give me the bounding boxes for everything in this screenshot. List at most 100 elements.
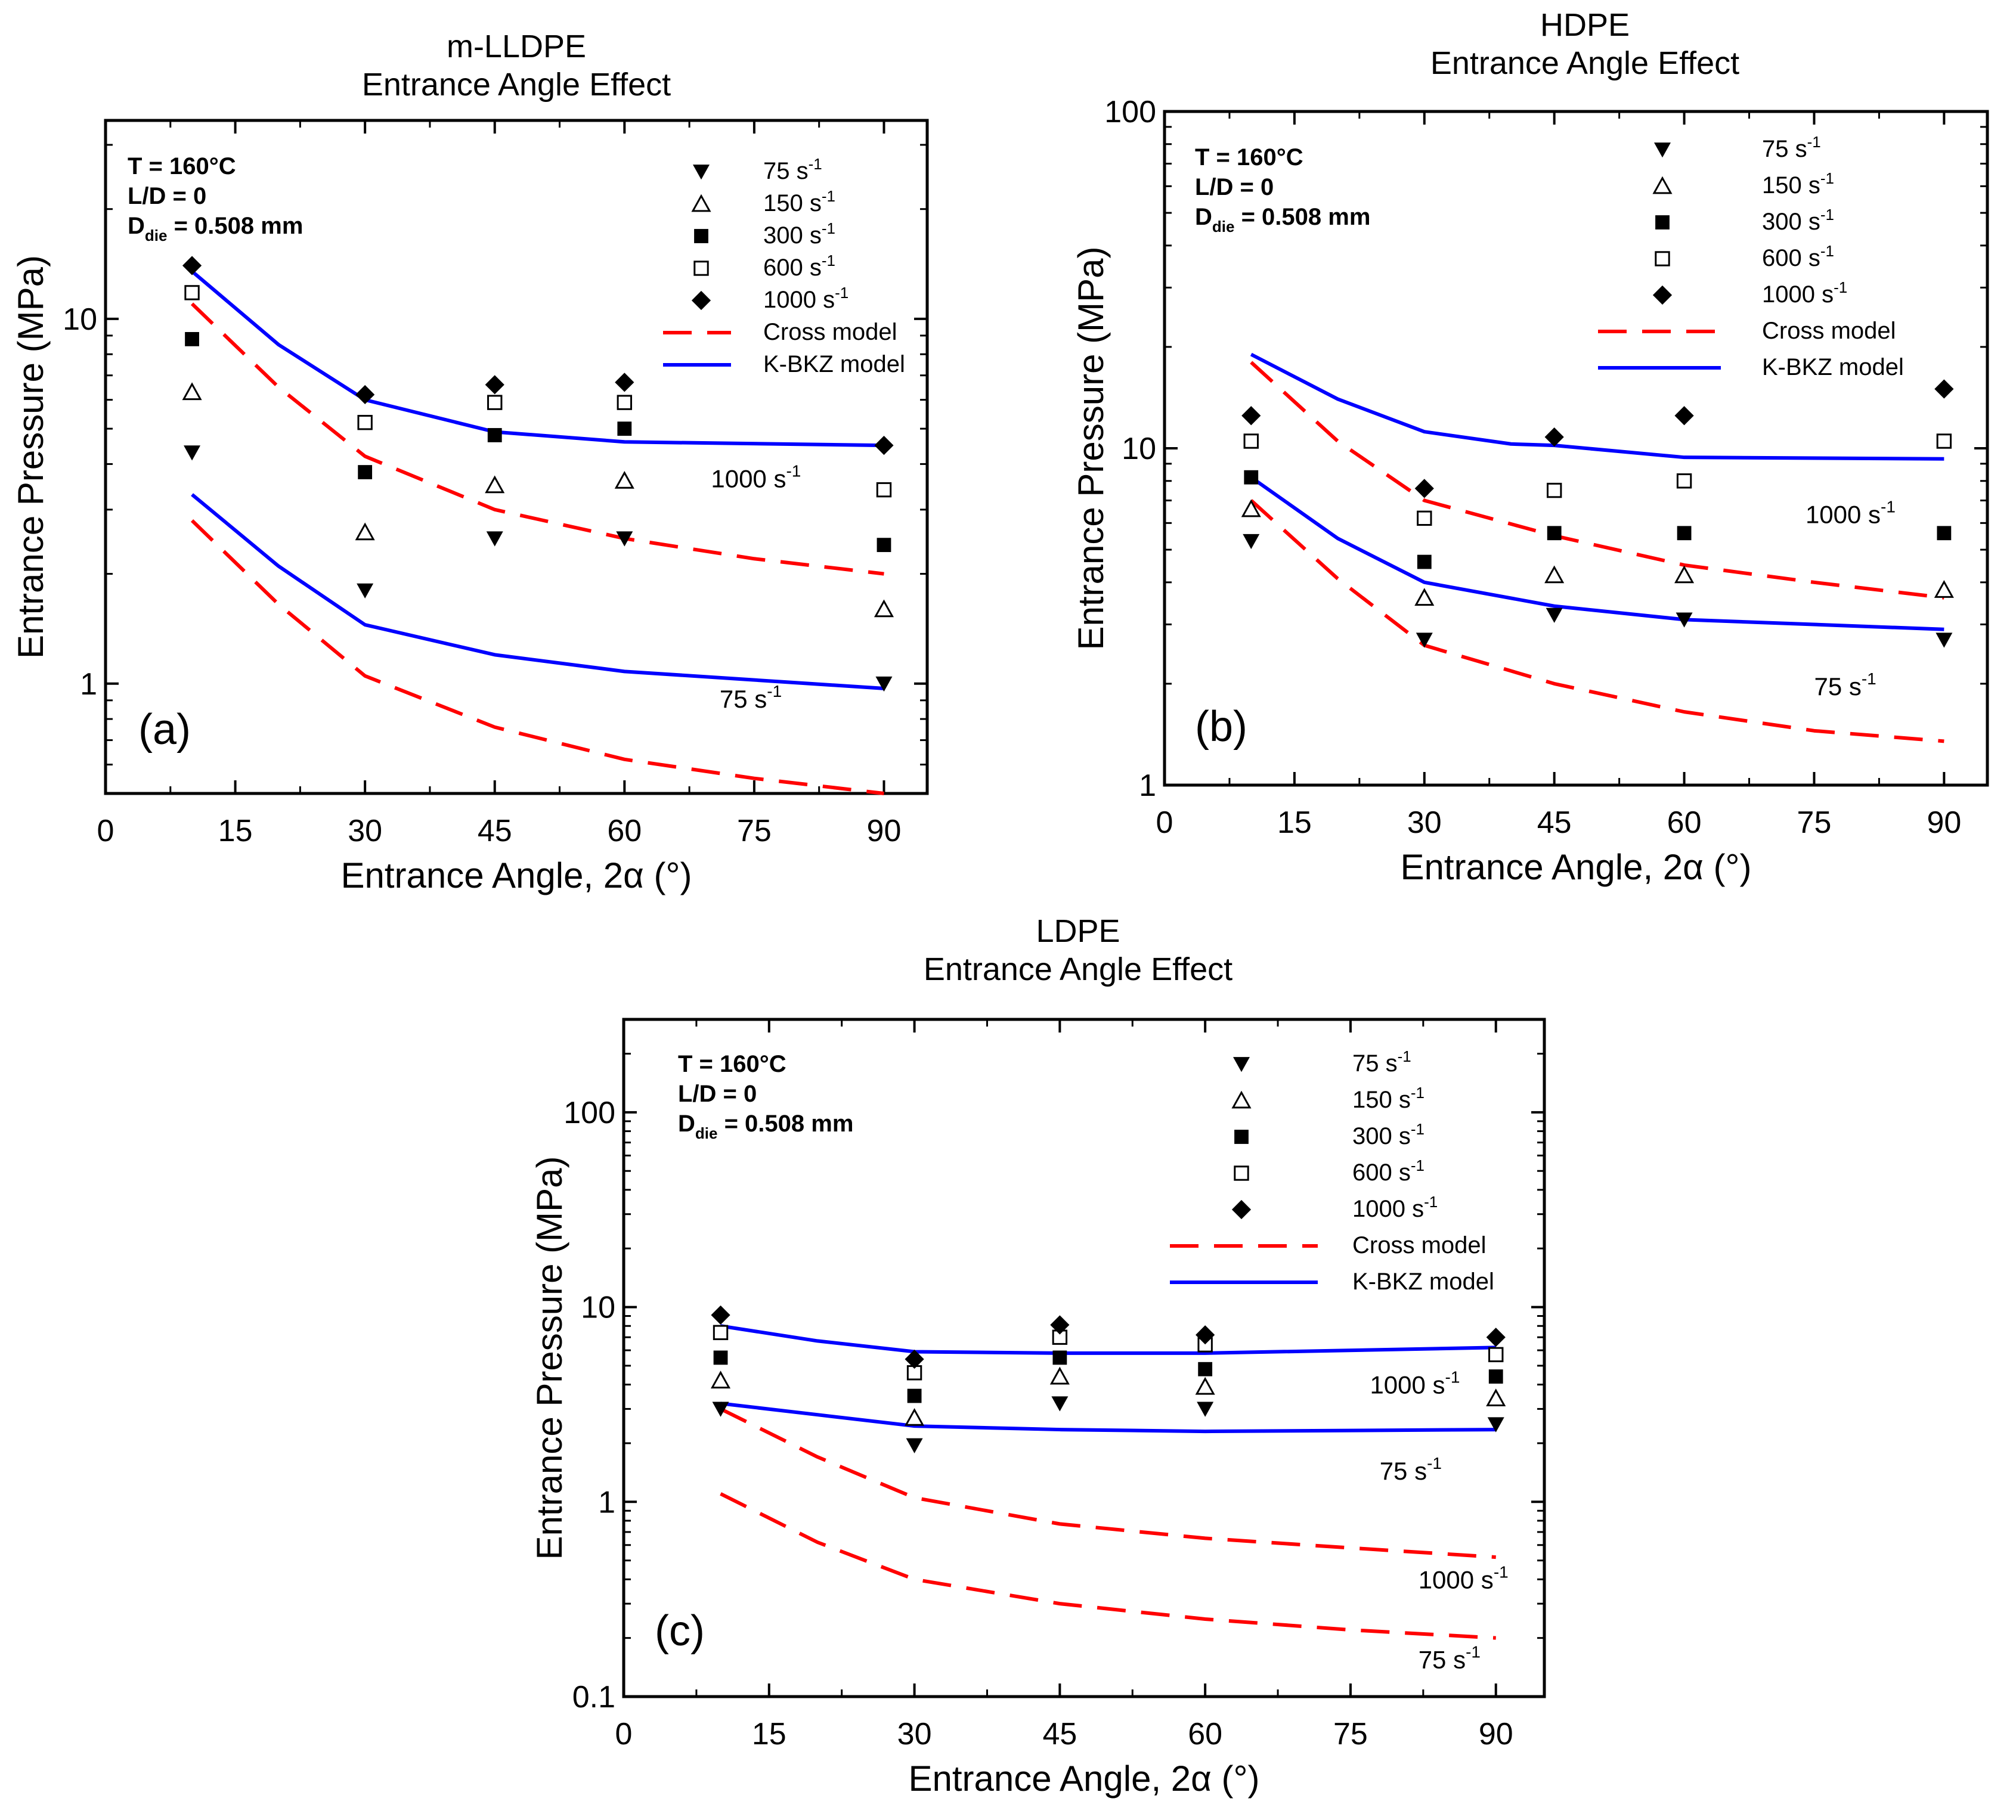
x-tick-label: 60 xyxy=(1188,1717,1222,1751)
data-point-300 xyxy=(1677,526,1692,541)
legend-marker xyxy=(1652,285,1673,305)
annotation-text: 75 s xyxy=(720,685,767,713)
data-point-150 xyxy=(1414,588,1435,606)
data-point-1000 xyxy=(1544,427,1564,447)
data-point-600 xyxy=(1243,433,1259,449)
plot-frame xyxy=(104,119,929,795)
kbkz-model-line-75 xyxy=(720,1402,1496,1434)
diamond-shape xyxy=(1414,479,1434,498)
legend-marker xyxy=(1655,215,1670,230)
x-tick-label: 15 xyxy=(218,814,253,848)
square-open-shape xyxy=(487,395,503,410)
legend-label: 150 s-1 xyxy=(1762,169,1834,199)
x-axis-label: Entrance Angle, 2α (°) xyxy=(909,1759,1260,1799)
panel-label: (b) xyxy=(1195,703,1247,751)
x-tick-label: 30 xyxy=(897,1717,932,1751)
triangle-down-shape xyxy=(1676,612,1693,628)
condition-die-diameter: Ddie = 0.508 mm xyxy=(678,1111,853,1142)
data-point-1000 xyxy=(615,373,634,392)
diamond-shape xyxy=(711,1305,730,1325)
triangle-down-shape xyxy=(1487,1417,1504,1433)
data-point-300 xyxy=(185,331,199,346)
square-filled-shape xyxy=(1937,526,1952,541)
annotation-text: 1000 s xyxy=(1419,1565,1494,1593)
chart-title: HDPE xyxy=(1540,7,1630,43)
y-tick-label: 10 xyxy=(63,302,97,337)
rate-annotation: 1000 s-1 xyxy=(711,462,801,493)
data-point-600 xyxy=(1546,482,1562,498)
annotation-sup: -1 xyxy=(1881,497,1896,516)
triangle-open-shape xyxy=(1674,565,1695,584)
annotation-sup: -1 xyxy=(1494,1562,1509,1581)
legend-label-text: 150 s xyxy=(763,190,822,216)
triangle-down-shape xyxy=(1936,632,1953,648)
legend-label-sup: -1 xyxy=(822,252,835,269)
square-filled-shape xyxy=(877,538,891,553)
square-open-shape xyxy=(713,1325,729,1341)
data-point-1000 xyxy=(1414,479,1434,498)
annotation-text: 75 s xyxy=(1419,1645,1466,1673)
data-point-600 xyxy=(487,395,503,410)
square-open-shape xyxy=(1488,1347,1504,1363)
legend-line-label: K-BKZ model xyxy=(763,351,905,377)
triangle-open-shape xyxy=(614,471,634,489)
data-point-75 xyxy=(184,445,201,461)
data-point-150 xyxy=(874,599,894,618)
chart-title: m-LLDPE xyxy=(447,29,586,64)
square-filled-shape xyxy=(694,229,708,243)
legend-label-sup: -1 xyxy=(1424,1193,1438,1211)
y-tick-label: 10 xyxy=(581,1291,615,1325)
x-tick-label: 15 xyxy=(752,1717,786,1751)
x-tick-label: 90 xyxy=(867,814,902,848)
legend-label-sup: -1 xyxy=(1820,169,1834,187)
data-point-75 xyxy=(1487,1417,1504,1433)
legend-label-text: 300 s xyxy=(1762,209,1820,235)
rate-annotation: 75 s-1 xyxy=(720,682,782,713)
x-tick-label: 75 xyxy=(1333,1717,1368,1751)
data-point-600 xyxy=(1488,1347,1504,1363)
x-tick-label: 30 xyxy=(1407,805,1442,840)
panel-label: (a) xyxy=(138,706,191,754)
triangle-open-shape xyxy=(1231,1090,1252,1109)
legend-marker xyxy=(1652,176,1673,194)
y-axis-label: Entrance Pressure (MPa) xyxy=(11,255,51,659)
legend-label: 150 s-1 xyxy=(1352,1084,1424,1113)
square-filled-shape xyxy=(1488,1369,1503,1384)
legend-label-sup: -1 xyxy=(835,284,848,302)
diamond-shape xyxy=(1652,285,1673,305)
data-point-600 xyxy=(1936,433,1952,449)
square-open-shape xyxy=(617,395,633,410)
triangle-open-shape xyxy=(1934,580,1954,598)
legend-label-text: 75 s xyxy=(1762,136,1807,162)
diamond-shape xyxy=(182,256,202,275)
kbkz-model-line-1000 xyxy=(191,269,884,448)
legend-label: 300 s-1 xyxy=(763,219,835,249)
data-point-1000 xyxy=(874,436,894,455)
data-point-75 xyxy=(1416,632,1433,648)
cross-model-line-1000 xyxy=(1250,361,1944,600)
square-filled-shape xyxy=(713,1350,728,1365)
condition-temperature: T = 160°C xyxy=(678,1051,786,1077)
legend-label-sup: -1 xyxy=(1411,1084,1424,1102)
data-point-600 xyxy=(357,414,373,430)
legend-marker xyxy=(1654,142,1671,158)
legend-label-text: 150 s xyxy=(1352,1087,1411,1113)
kbkz-model-line-1000 xyxy=(720,1324,1496,1355)
square-open-shape xyxy=(876,482,892,498)
condition-ld: L/D = 0 xyxy=(678,1081,757,1107)
x-tick-label: 45 xyxy=(478,814,512,848)
kbkz-model-line-75 xyxy=(191,493,884,690)
square-open-shape xyxy=(1546,482,1562,498)
diamond-shape xyxy=(1231,1199,1252,1220)
data-point-600 xyxy=(617,395,633,410)
data-point-75 xyxy=(1676,612,1693,628)
triangle-open-shape xyxy=(182,382,202,401)
legend-label-text: 600 s xyxy=(763,255,822,281)
data-point-150 xyxy=(1195,1376,1215,1395)
annotation-sup: -1 xyxy=(1445,1368,1460,1387)
condition-die-diameter: Ddie = 0.508 mm xyxy=(1195,204,1370,235)
square-open-shape xyxy=(1936,433,1952,449)
